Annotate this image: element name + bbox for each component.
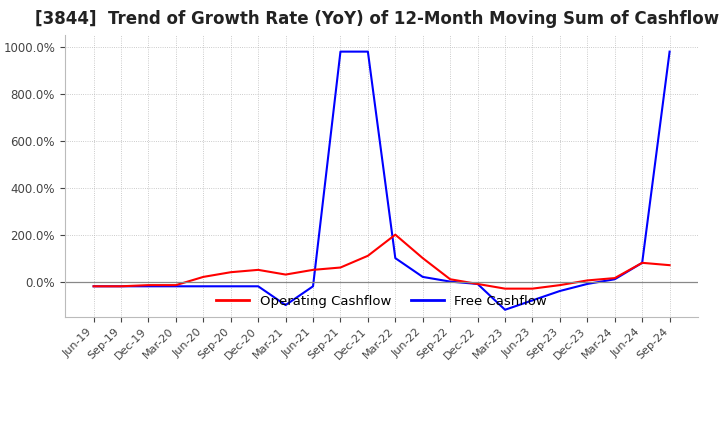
Free Cashflow [391,256,400,261]
Operating Cashflow [638,260,647,265]
Free Cashflow [309,284,318,289]
Free Cashflow [171,284,180,289]
Free Cashflow [144,284,153,289]
Free Cashflow [282,302,290,308]
Operating Cashflow [226,270,235,275]
Operating Cashflow [473,281,482,286]
Free Cashflow [199,284,207,289]
Operating Cashflow [309,267,318,272]
Title: [3844]  Trend of Growth Rate (YoY) of 12-Month Moving Sum of Cashflows: [3844] Trend of Growth Rate (YoY) of 12-… [35,10,720,28]
Line: Free Cashflow: Free Cashflow [94,51,670,310]
Operating Cashflow [254,267,263,272]
Operating Cashflow [528,286,537,291]
Operating Cashflow [171,282,180,288]
Free Cashflow [446,279,454,284]
Operating Cashflow [500,286,509,291]
Operating Cashflow [89,284,98,289]
Free Cashflow [528,298,537,303]
Operating Cashflow [418,256,427,261]
Line: Operating Cashflow: Operating Cashflow [94,235,670,289]
Free Cashflow [418,274,427,279]
Free Cashflow [556,288,564,293]
Operating Cashflow [282,272,290,277]
Operating Cashflow [336,265,345,270]
Legend: Operating Cashflow, Free Cashflow: Operating Cashflow, Free Cashflow [211,290,552,313]
Operating Cashflow [364,253,372,258]
Free Cashflow [473,281,482,286]
Operating Cashflow [611,275,619,281]
Operating Cashflow [446,277,454,282]
Free Cashflow [583,281,592,286]
Free Cashflow [254,284,263,289]
Free Cashflow [336,49,345,54]
Free Cashflow [638,260,647,265]
Free Cashflow [364,49,372,54]
Operating Cashflow [144,282,153,288]
Operating Cashflow [117,284,125,289]
Operating Cashflow [391,232,400,237]
Free Cashflow [89,284,98,289]
Free Cashflow [226,284,235,289]
Free Cashflow [500,307,509,312]
Operating Cashflow [665,263,674,268]
Operating Cashflow [583,278,592,283]
Operating Cashflow [199,274,207,279]
Free Cashflow [611,277,619,282]
Free Cashflow [665,49,674,54]
Free Cashflow [117,284,125,289]
Operating Cashflow [556,282,564,288]
